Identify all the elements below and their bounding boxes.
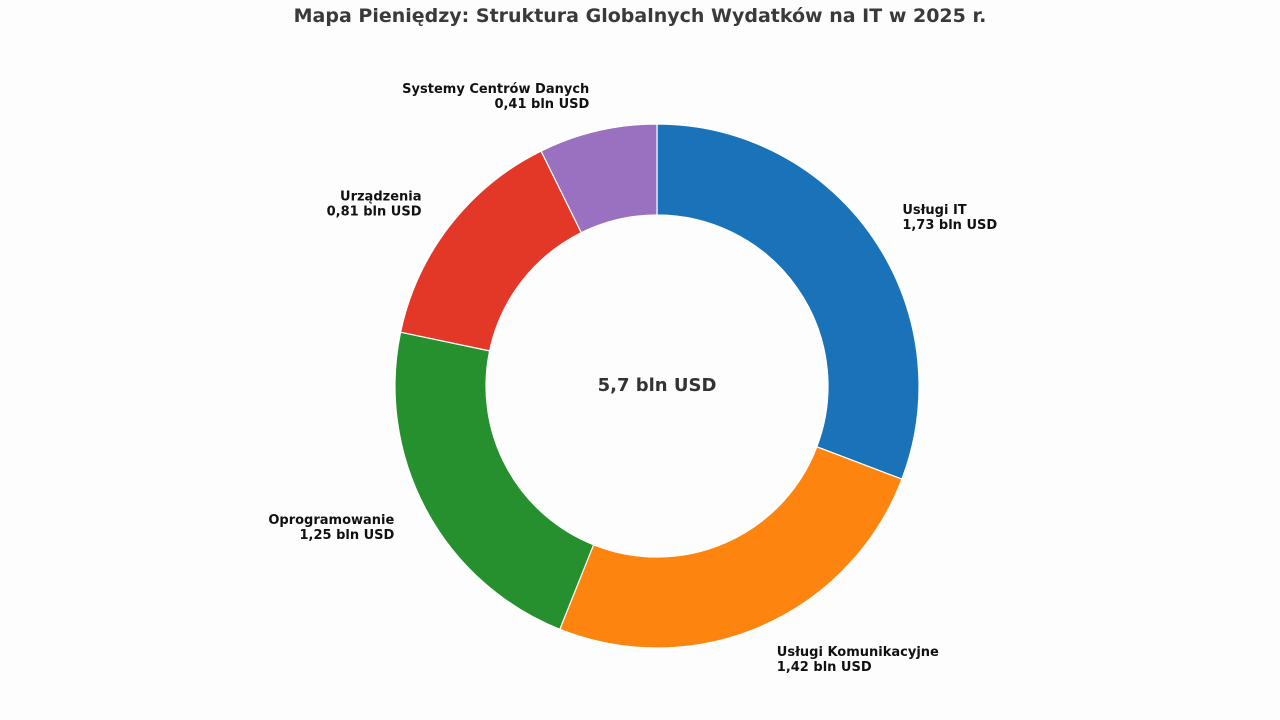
slice-name: Usługi IT bbox=[902, 203, 966, 218]
slice-name: Systemy Centrów Danych bbox=[402, 82, 589, 97]
labels-layer: Usługi IT 1,73 bln USD Usługi Komunikacyjn… bbox=[268, 82, 997, 675]
slice-value-label: 1,42 bln USD bbox=[777, 660, 872, 675]
slice-name: Oprogramowanie bbox=[268, 513, 394, 528]
slice-uslugi-it bbox=[656, 123, 920, 480]
slice-label-oprogramowanie: Oprogramowanie 1,25 bln USD bbox=[268, 513, 394, 543]
slice-value-label: 0,41 bln USD bbox=[494, 97, 589, 112]
slice-label-systemy-centrow-danych: Systemy Centrów Danych 0,41 bln USD bbox=[402, 82, 589, 112]
slice-label-uslugi-komunikacyjne: Usługi Komunikacyjne 1,42 bln USD bbox=[777, 645, 939, 675]
center-total-label: 5,7 bln USD bbox=[598, 375, 717, 396]
slice-value-label: 1,73 bln USD bbox=[902, 218, 997, 233]
slice-name: Urządzenia bbox=[340, 189, 421, 204]
slice-oprogramowanie bbox=[394, 331, 595, 631]
slice-name: Usługi Komunikacyjne bbox=[777, 645, 939, 660]
slice-urzadzenia bbox=[399, 150, 583, 352]
slice-label-urzadzenia: Urządzenia 0,81 bln USD bbox=[327, 189, 422, 219]
slice-value-label: 1,25 bln USD bbox=[299, 528, 394, 543]
slice-label-uslugi-it: Usługi IT 1,73 bln USD bbox=[902, 203, 997, 233]
slice-value-label: 0,81 bln USD bbox=[327, 204, 422, 219]
chart-title: Mapa Pieniędzy: Struktura Globalnych Wyd… bbox=[293, 5, 987, 27]
slices-layer bbox=[394, 123, 920, 649]
slice-systemy-centrow-danych bbox=[540, 123, 658, 234]
slice-uslugi-komunikacyjne bbox=[559, 446, 903, 649]
